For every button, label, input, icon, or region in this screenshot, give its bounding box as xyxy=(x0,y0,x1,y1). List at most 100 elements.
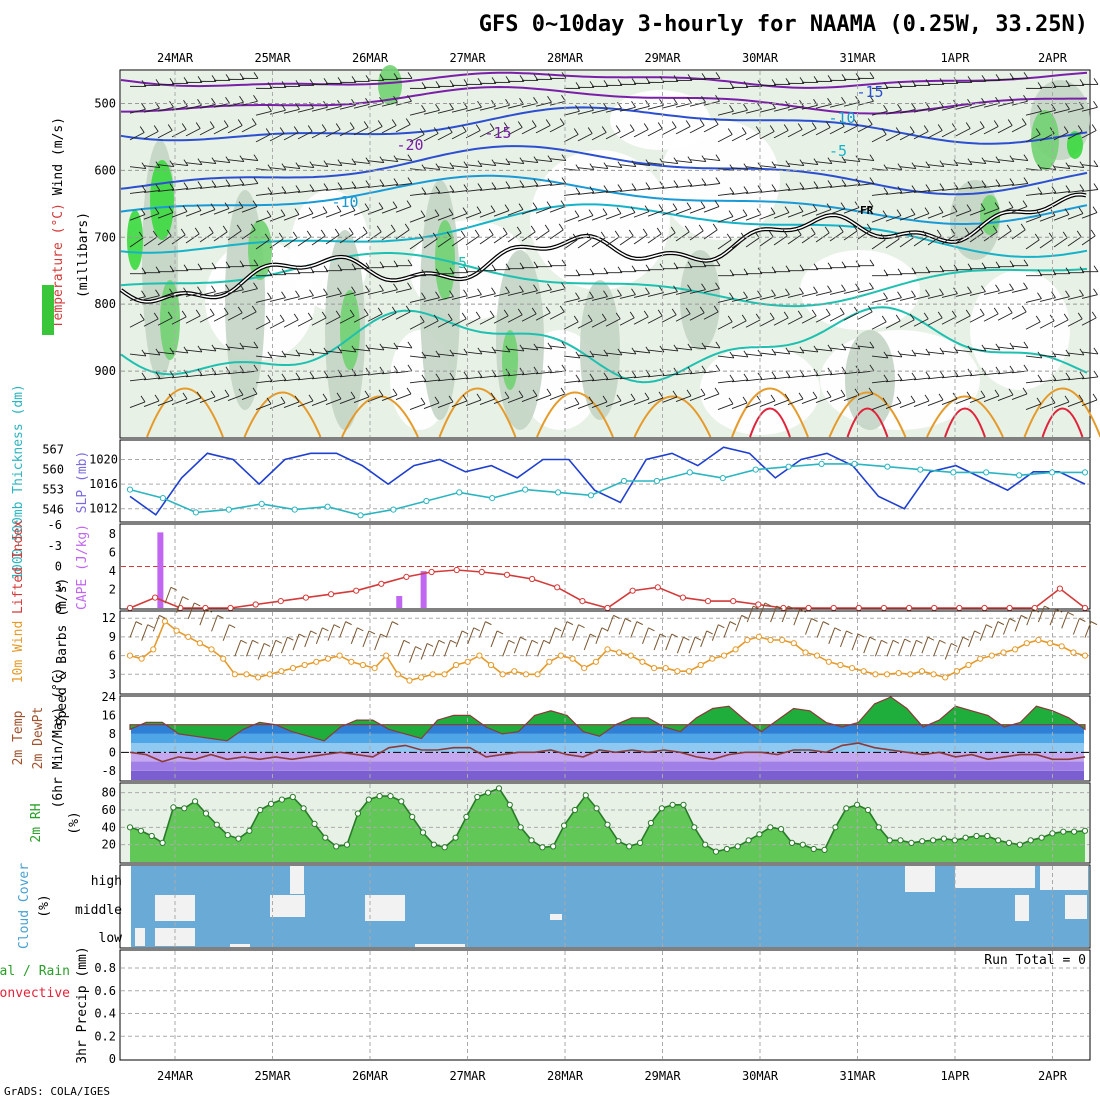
rh-line-point xyxy=(745,837,752,844)
wind-barb-flag xyxy=(951,123,957,130)
wind-barb xyxy=(899,319,915,328)
wind-barb-flag xyxy=(406,387,412,395)
wind-barb-flag xyxy=(867,305,873,313)
surface-wind-barb-flag xyxy=(182,596,189,601)
wind-barb xyxy=(213,395,230,402)
li-line-point xyxy=(353,587,360,594)
wind-barb xyxy=(143,107,160,113)
surface-wind-barb-flag xyxy=(694,636,702,641)
wind-barb xyxy=(535,230,550,241)
wind-barb xyxy=(857,311,873,320)
wind-barb-flag xyxy=(645,159,651,166)
wind-barb-flag xyxy=(825,121,831,128)
wind-barb xyxy=(857,183,874,186)
wind-barb-flag xyxy=(980,203,986,210)
wind-barb-flag xyxy=(222,225,228,233)
wind-barb xyxy=(1025,380,1042,384)
wind-barb xyxy=(255,321,271,330)
rh-shading-blob xyxy=(610,90,710,150)
li-line-point xyxy=(654,584,661,591)
wind-barb-flag xyxy=(264,233,270,241)
li-line-point xyxy=(579,598,586,605)
wind-barb xyxy=(647,349,664,353)
wind-barb-flag xyxy=(742,209,748,216)
rh-line-point xyxy=(680,801,687,808)
surface-wind-barb xyxy=(490,630,498,648)
wind-barb xyxy=(633,375,650,379)
wind-barb-flag xyxy=(153,312,159,320)
wind-barb xyxy=(927,106,944,112)
wind-barb-flag xyxy=(489,310,495,318)
wind-barb xyxy=(283,237,298,248)
wind-speed-line-point xyxy=(1035,636,1042,644)
wind-barb xyxy=(927,189,944,192)
wind-barb-flag xyxy=(673,180,679,187)
wind-barb xyxy=(1053,214,1070,221)
surface-wind-barb-flag xyxy=(415,646,422,650)
wind-barb-flag xyxy=(995,284,1000,291)
wind-barb xyxy=(661,103,678,109)
surface-wind-barb xyxy=(502,640,510,657)
rh-shading-blob xyxy=(127,210,143,270)
wind-barb-flag xyxy=(743,291,748,298)
wind-barb-flag xyxy=(323,183,329,190)
wind-barb xyxy=(801,374,818,378)
wind-barb-flag xyxy=(1022,200,1028,207)
wind-barb-flag xyxy=(589,373,595,381)
wind-barb-flag xyxy=(925,371,931,379)
wind-barb-flag xyxy=(587,314,593,322)
wind-barb xyxy=(1067,107,1084,113)
wind-speed-line-point xyxy=(639,658,646,665)
wind-barb xyxy=(297,400,314,407)
wind-barb-flag xyxy=(841,284,846,291)
wind-barb-flag xyxy=(1076,230,1082,238)
wind-barb-flag xyxy=(362,226,368,234)
wind-barb-flag xyxy=(322,206,328,213)
surface-wind-barb xyxy=(362,630,370,648)
wind-barb-flag xyxy=(295,290,300,297)
wind-barb xyxy=(731,354,748,358)
surface-wind-barb xyxy=(968,630,976,648)
wind-barb-flag xyxy=(531,307,537,315)
wind-barb-flag xyxy=(995,366,1001,374)
rh-line-point xyxy=(257,806,264,814)
wind-barb-flag xyxy=(182,392,188,400)
wind-barb xyxy=(507,209,524,216)
wind-barb-flag xyxy=(209,308,215,316)
wind-speed-line-point xyxy=(453,661,460,669)
wind-barb-flag xyxy=(715,95,720,102)
wind-barb-flag xyxy=(517,121,523,128)
wind-speed-line-point xyxy=(255,674,262,681)
wind-barb xyxy=(717,321,733,330)
wind-barb xyxy=(1039,320,1055,329)
wind-barb xyxy=(423,215,440,222)
wind-barb xyxy=(619,294,636,299)
wind-barb-flag xyxy=(295,372,301,380)
surface-wind-barb-flag xyxy=(1067,611,1074,616)
wind-barb-flag xyxy=(783,311,789,319)
wind-barb xyxy=(927,164,944,168)
surface-wind-barb xyxy=(222,624,230,641)
wind-speed-line-point xyxy=(674,668,681,675)
surface-wind-barb-flag xyxy=(881,639,888,644)
wind-barb-flag xyxy=(267,374,273,382)
wind-barb xyxy=(437,401,454,408)
wind-barb xyxy=(745,214,762,221)
wind-barb-flag xyxy=(295,162,301,169)
pressure-tick: 800 xyxy=(94,297,116,311)
wind-barb xyxy=(717,239,732,250)
wind-barb xyxy=(913,318,929,327)
rh-line-point xyxy=(647,819,655,827)
rh-shading-blob xyxy=(660,120,780,240)
axis-tick: -6 xyxy=(48,518,62,532)
top-date-label: 28MAR xyxy=(547,51,584,65)
wind-barb xyxy=(1081,130,1097,139)
wind-barb-flag xyxy=(155,371,161,379)
rh-line-point xyxy=(539,844,546,851)
surface-wind-barb-flag xyxy=(391,621,399,626)
rh-line-point xyxy=(930,837,937,844)
wind-barb xyxy=(1011,393,1028,400)
wind-barb xyxy=(927,235,942,246)
wind-barb xyxy=(843,289,860,294)
axis-tick: 12 xyxy=(102,611,116,625)
